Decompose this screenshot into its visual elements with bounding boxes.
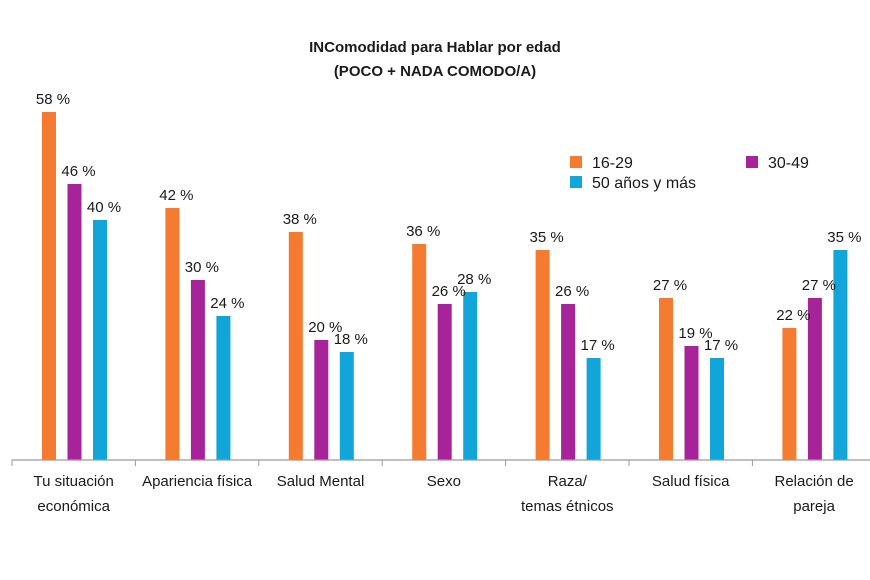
chart-subtitle: (POCO + NADA COMODO/A) — [334, 63, 536, 80]
bar-6-16-29 — [659, 298, 673, 460]
bar-2-50-años-y-más — [216, 316, 231, 460]
data-label: 20 % — [308, 319, 342, 336]
data-label: 40 % — [87, 199, 121, 216]
data-label: 38 % — [283, 211, 317, 228]
bar-1-16-29 — [42, 112, 56, 460]
bar-3-30-49 — [314, 340, 329, 460]
data-label: 18 % — [334, 331, 368, 348]
bar-6-30-49 — [684, 346, 699, 460]
category-label: económica — [37, 498, 110, 515]
data-label: 46 % — [61, 163, 95, 180]
category-label: temas étnicos — [521, 498, 614, 515]
bar-7-16-29 — [782, 328, 797, 460]
category-labels-group: Tu situación económica Apariencia física Sa… — [34, 473, 854, 515]
data-label: 27 % — [653, 277, 687, 294]
data-label: 28 % — [457, 271, 491, 288]
data-label: 24 % — [210, 295, 244, 312]
bar-1-50-años-y-más — [93, 220, 107, 460]
legend: 16-29 30-49 50 años y más — [570, 155, 809, 192]
data-label: 26 % — [432, 283, 466, 300]
category-label: Relación de — [774, 473, 853, 490]
bar-1-30-49 — [67, 184, 82, 460]
data-label: 22 % — [776, 307, 810, 324]
bar-5-16-29 — [535, 250, 550, 460]
category-label: Salud física — [652, 473, 730, 490]
data-label: 35 % — [529, 229, 563, 246]
bar-5-30-49 — [561, 304, 576, 460]
bar-7-50-años-y-más — [833, 250, 848, 460]
bar-5-50-años-y-más — [586, 358, 601, 460]
chart-title: INComodidad para Hablar por edad — [309, 39, 561, 56]
bar-2-16-29 — [165, 208, 180, 460]
bar-2-30-49 — [190, 280, 205, 460]
bar-4-30-49 — [437, 304, 452, 460]
category-label: Sexo — [427, 473, 461, 490]
bar-4-50-años-y-más — [463, 292, 478, 460]
legend-swatch — [746, 156, 758, 168]
category-label: Apariencia física — [142, 473, 253, 490]
bar-3-50-años-y-más — [339, 352, 354, 460]
data-label: 58 % — [36, 91, 70, 108]
data-label: 42 % — [159, 187, 193, 204]
data-label: 36 % — [406, 223, 440, 240]
bars-group — [42, 112, 848, 460]
data-label: 35 % — [827, 229, 861, 246]
legend-swatch — [570, 176, 582, 188]
bar-4-16-29 — [412, 244, 427, 460]
data-labels-group: 58 % 46 % 40 % 42 % 30 % 24 % 38 % 20 %18 % 36 %… — [36, 91, 862, 354]
legend-label: 30-49 — [768, 155, 809, 172]
bar-6-50-años-y-más — [710, 358, 724, 460]
data-label: 17 % — [704, 337, 738, 354]
category-label: Salud Mental — [277, 473, 365, 490]
category-label: pareja — [793, 498, 835, 515]
category-label: Tu situación — [34, 473, 114, 490]
legend-label: 16-29 — [592, 155, 633, 172]
bar-7-30-49 — [807, 298, 822, 460]
data-label: 30 % — [185, 259, 219, 276]
legend-label: 50 años y más — [592, 175, 696, 192]
bar-3-16-29 — [288, 232, 303, 460]
data-label: 27 % — [802, 277, 836, 294]
data-label: 19 % — [678, 325, 712, 342]
x-axis-ticks — [11, 460, 753, 466]
legend-swatch — [570, 156, 582, 168]
data-label: 26 % — [555, 283, 589, 300]
data-label: 17 % — [580, 337, 614, 354]
category-label: Raza/ — [548, 473, 588, 490]
